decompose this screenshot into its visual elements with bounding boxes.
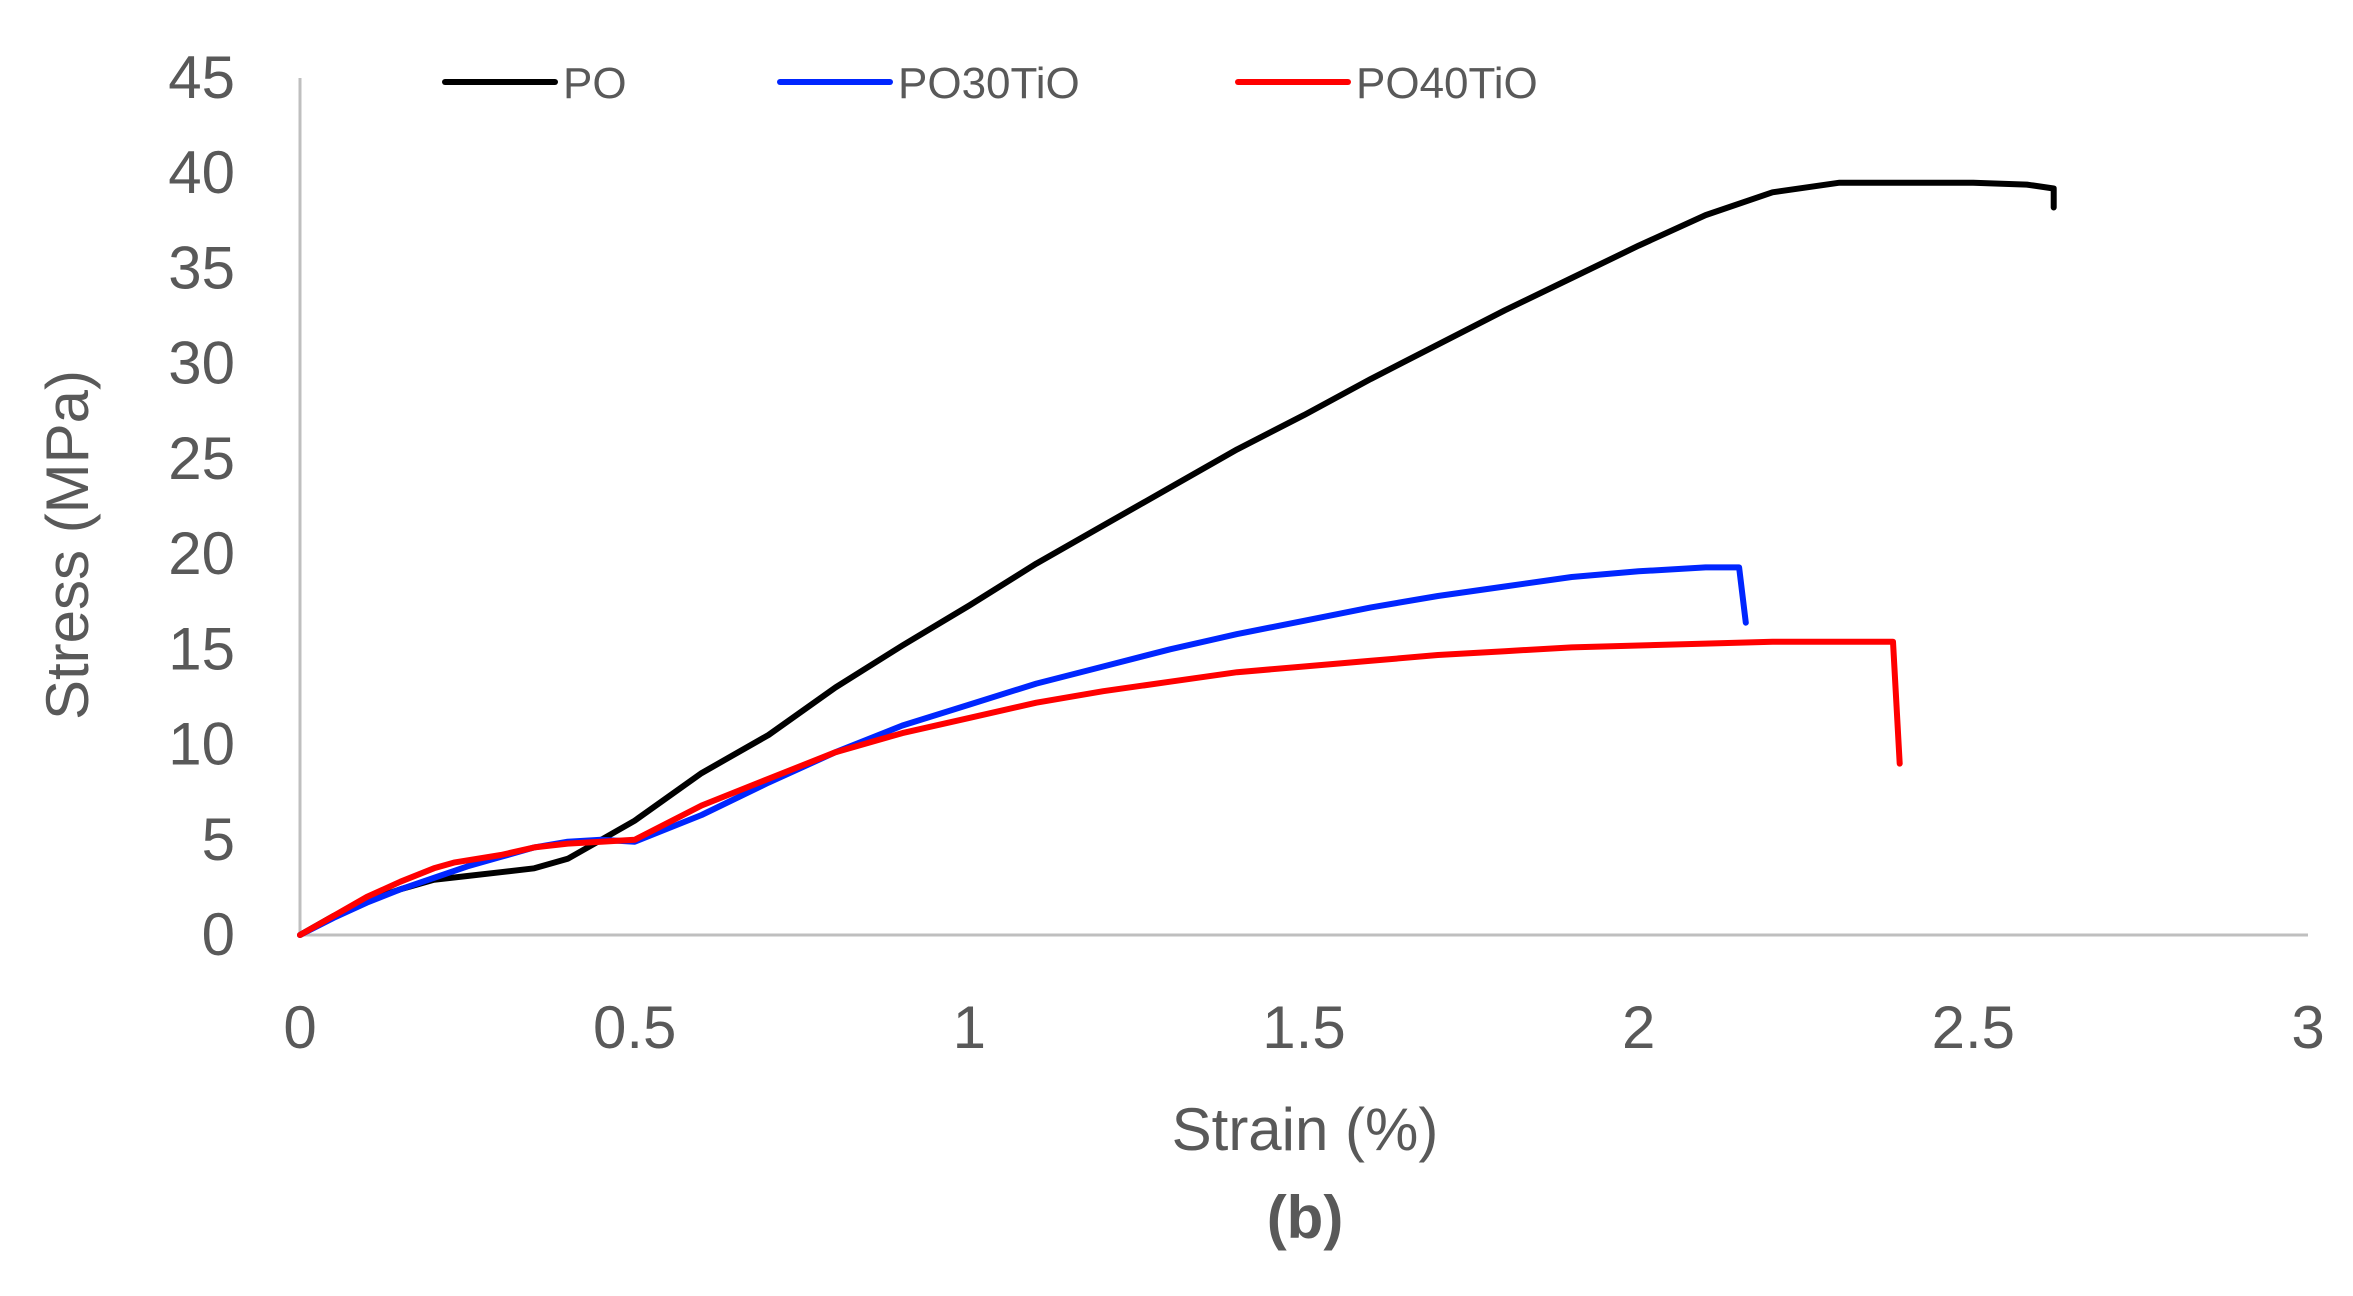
- caption-close-paren: ): [1323, 1184, 1343, 1251]
- legend-label-po30tio: PO30TiO: [898, 59, 1080, 108]
- y-axis-title: Stress (MPa): [34, 370, 101, 720]
- series-layer: [297, 179, 2057, 938]
- y-tick-label: 5: [202, 806, 235, 873]
- y-tick-label: 30: [168, 330, 235, 397]
- caption-letter: b: [1287, 1184, 1324, 1251]
- legend: PO PO30TiO PO40TiO: [442, 59, 1538, 108]
- legend-label-po: PO: [563, 59, 627, 108]
- legend-label-po40tio: PO40TiO: [1356, 59, 1538, 108]
- y-tick-label: 10: [168, 711, 235, 778]
- x-tick-label: 2: [1622, 994, 1655, 1061]
- figure-caption: (b): [1267, 1184, 1344, 1251]
- y-tick-label: 25: [168, 425, 235, 492]
- y-tick-label: 40: [168, 139, 235, 206]
- y-tick-label: 20: [168, 520, 235, 587]
- x-tick-label: 0.5: [593, 994, 676, 1061]
- axes-layer: 0 5 10 15 20 25 30 35 40 45 0 0.5 1 1.5 2 2.5 3: [168, 44, 2324, 1061]
- x-tick-label: 1: [953, 994, 986, 1061]
- series-line-po: [297, 179, 2057, 938]
- y-tick-label: 15: [168, 615, 235, 682]
- x-axis-title: Strain (%): [1172, 1096, 1439, 1163]
- x-tick-label: 1.5: [1262, 994, 1345, 1061]
- y-tick-label: 45: [168, 44, 235, 111]
- x-tick-label: 2.5: [1932, 994, 2015, 1061]
- y-tick-label: 35: [168, 234, 235, 301]
- y-tick-label: 0: [202, 901, 235, 968]
- series-line-po30tio: [297, 564, 1749, 938]
- caption-open-paren: (: [1267, 1184, 1287, 1251]
- x-tick-label: 0: [283, 994, 316, 1061]
- x-tick-label: 3: [2291, 994, 2324, 1061]
- series-line-po40tio: [297, 638, 1903, 938]
